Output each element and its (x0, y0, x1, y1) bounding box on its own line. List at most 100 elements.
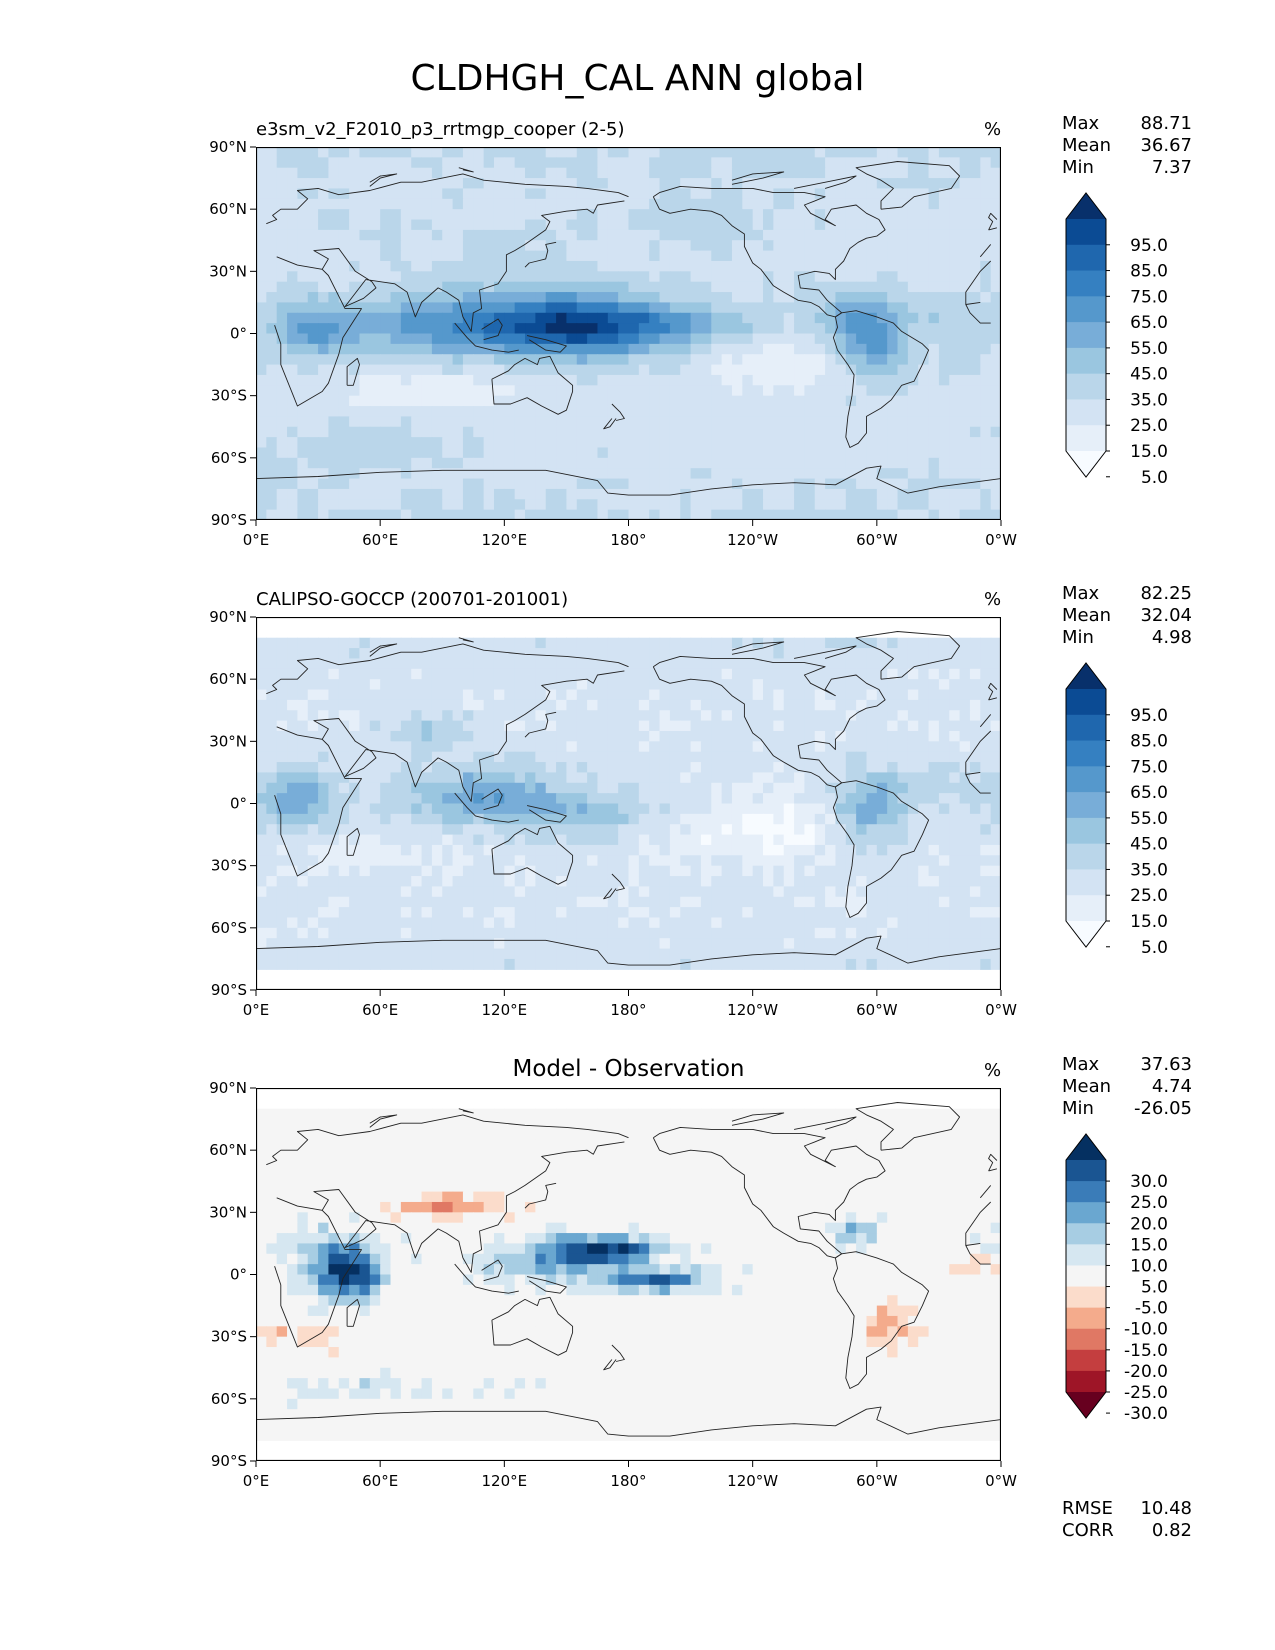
field-cell (649, 292, 661, 304)
field-cell (949, 689, 961, 701)
field-cell (783, 637, 795, 649)
field-cell (763, 374, 774, 386)
field-cell (773, 844, 785, 856)
field-cell (607, 637, 619, 649)
field-cell (556, 509, 568, 520)
field-cell (690, 927, 702, 939)
field-cell (918, 938, 930, 950)
field-cell (752, 333, 764, 345)
field-cell (473, 281, 485, 293)
field-cell (483, 260, 495, 272)
field-cell (566, 824, 578, 836)
field-cell (804, 240, 816, 252)
field-cell (483, 679, 495, 691)
field-cell (462, 834, 474, 846)
field-cell (897, 844, 909, 856)
field-cell (876, 907, 888, 919)
field-cell (266, 416, 278, 428)
field-cell (390, 509, 402, 520)
field-cell (452, 886, 464, 898)
field-cell (493, 834, 505, 846)
field-cell (576, 927, 588, 939)
field-cell (442, 730, 454, 742)
field-cell (628, 896, 640, 908)
field-cell (928, 426, 940, 438)
field-cell (535, 917, 547, 929)
field-cell (359, 876, 371, 887)
field-cell (680, 824, 692, 836)
field-cell (918, 157, 930, 169)
field-cell (856, 385, 868, 397)
field-cell (556, 364, 568, 376)
field-cell (452, 741, 464, 753)
field-cell (690, 813, 702, 825)
field-cell (804, 782, 816, 794)
y-tick-label: 90°S (211, 511, 247, 529)
field-cell (659, 457, 671, 469)
field-cell (773, 250, 785, 262)
field-cell (949, 751, 961, 763)
field-cell (556, 876, 568, 887)
field-cell (525, 157, 536, 169)
field-cell (638, 499, 650, 511)
field-cell (359, 385, 371, 397)
field-cell (545, 260, 557, 272)
field-cell (752, 426, 764, 438)
field-cell (887, 447, 899, 459)
field-cell (597, 793, 609, 805)
field-cell (514, 782, 526, 794)
field-cell (628, 865, 640, 877)
field-cell (980, 271, 992, 283)
field-cell (359, 147, 371, 158)
field-cell (328, 772, 340, 784)
field-cell (607, 509, 619, 520)
field-cell (566, 395, 578, 407)
field-cell (700, 938, 712, 950)
field-cell (431, 240, 443, 252)
field-cell (897, 178, 909, 190)
field-cell (452, 648, 464, 660)
field-cell (493, 865, 505, 877)
field-cell (856, 343, 868, 355)
field-cell (959, 385, 971, 397)
field-cell (462, 374, 474, 386)
field-cell (266, 741, 278, 753)
field-cell (545, 813, 557, 825)
field-cell (752, 907, 764, 919)
field-cell (752, 188, 764, 200)
field-cell (990, 188, 1001, 200)
field-cell (669, 824, 681, 836)
field-cell (711, 188, 723, 200)
field-cell (731, 509, 743, 520)
field-cell (794, 803, 806, 815)
field-cell (307, 292, 319, 304)
field-cell (276, 167, 288, 179)
field-cell (814, 271, 826, 283)
field-cell (752, 793, 764, 805)
field-cell (587, 855, 599, 867)
field-cell (276, 813, 288, 825)
field-cell (866, 209, 878, 221)
field-cell (876, 395, 888, 407)
field-cell (742, 333, 754, 345)
field-cell (742, 250, 754, 262)
field-cell (711, 865, 723, 877)
field-cell (349, 679, 361, 691)
field-cell (649, 865, 661, 877)
field-cell (587, 457, 599, 469)
field-cell (576, 855, 588, 867)
field-cell (525, 938, 536, 950)
field-cell (721, 229, 733, 241)
field-cell (318, 782, 330, 794)
field-cell (763, 147, 774, 158)
field-cell (690, 824, 702, 836)
field-cell (380, 762, 392, 774)
field-cell (628, 323, 640, 335)
field-cell (607, 855, 619, 867)
field-cell (338, 648, 350, 660)
field-cell (307, 260, 319, 272)
field-cell (359, 509, 371, 520)
field-cell (297, 938, 309, 950)
field-cell (804, 406, 816, 417)
field-cell (835, 229, 847, 241)
